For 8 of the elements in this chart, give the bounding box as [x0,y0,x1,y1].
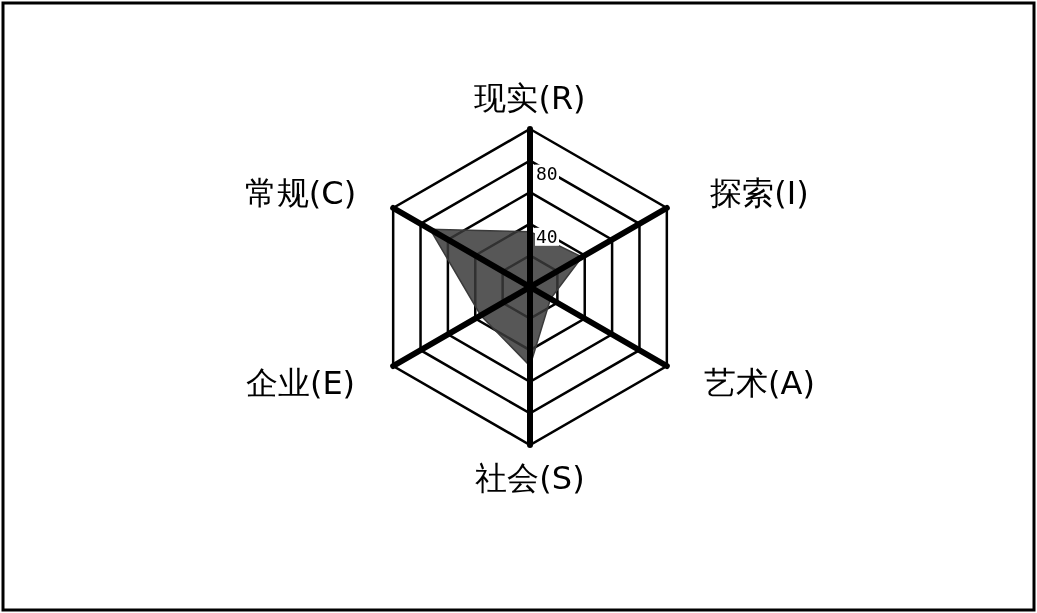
spoke-label: 艺术(A) [704,364,815,402]
spoke-label: 社会(S) [475,459,585,497]
spoke-label: 常规(C) [244,174,357,212]
spoke-label: 企业(E) [245,364,356,402]
spoke-label: 探索(I) [710,174,809,212]
spoke-label: 现实(R) [474,79,586,117]
y-tick-label: 40 [536,225,558,247]
y-tick-label: 80 [536,162,558,184]
